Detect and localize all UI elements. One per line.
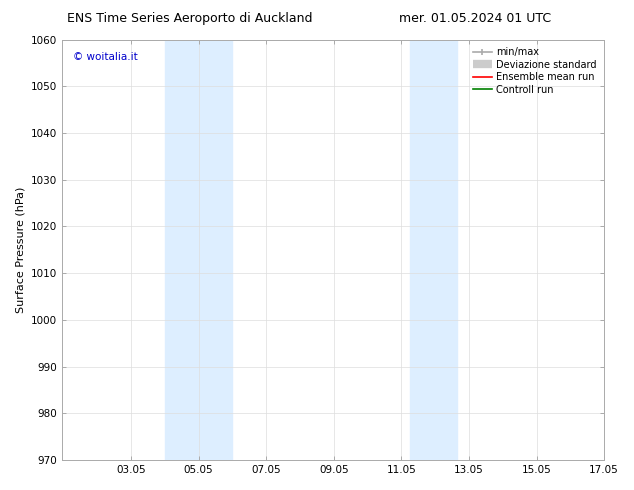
Bar [165, 40, 232, 460]
Text: mer. 01.05.2024 01 UTC: mer. 01.05.2024 01 UTC [399, 12, 552, 25]
Text: ENS Time Series Aeroporto di Auckland: ENS Time Series Aeroporto di Auckland [67, 12, 313, 25]
Text: © woitalia.it: © woitalia.it [72, 52, 138, 62]
Legend: min/max, Deviazione standard, Ensemble mean run, Controll run: min/max, Deviazione standard, Ensemble m… [470, 45, 599, 98]
Y-axis label: Surface Pressure (hPa): Surface Pressure (hPa) [15, 187, 25, 313]
Bar [410, 40, 457, 460]
